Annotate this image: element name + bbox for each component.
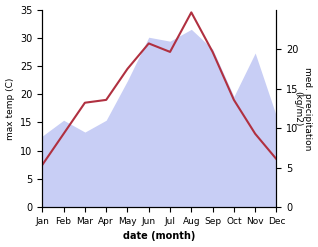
- Y-axis label: max temp (C): max temp (C): [5, 77, 15, 140]
- X-axis label: date (month): date (month): [123, 231, 196, 242]
- Y-axis label: med. precipitation
(kg/m2): med. precipitation (kg/m2): [293, 67, 313, 150]
